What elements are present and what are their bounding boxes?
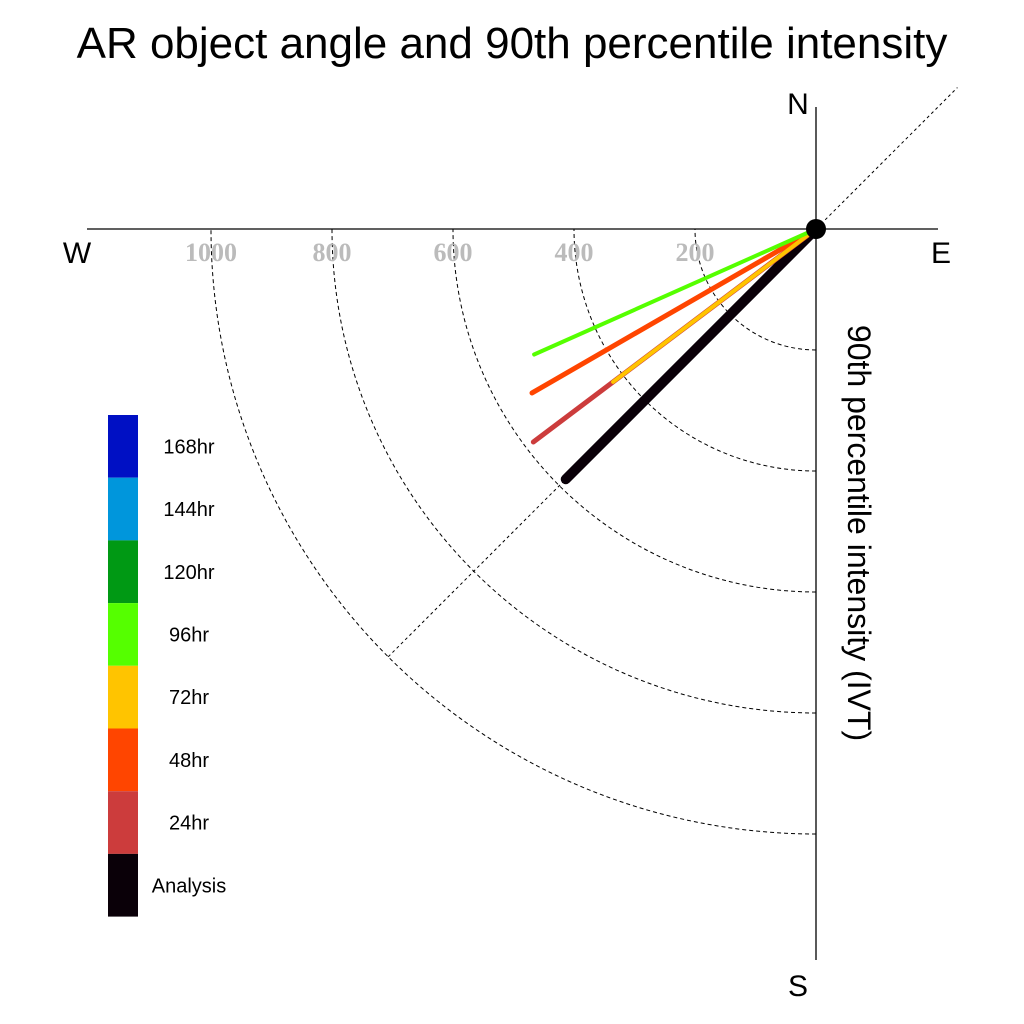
tick-label-400: 400	[555, 238, 594, 267]
tick-label-800: 800	[313, 238, 352, 267]
compass-east: E	[931, 237, 951, 270]
legend-label-48hr: 48hr	[169, 750, 209, 772]
vector-analysis	[560, 224, 821, 485]
legend-swatch-72hr	[108, 665, 138, 729]
origin-marker	[806, 219, 826, 239]
compass-north: N	[787, 88, 809, 121]
compass-south: S	[788, 970, 808, 1003]
legend-label-168hr: 168hr	[163, 436, 214, 458]
legend-swatch-24hr	[108, 791, 138, 854]
radial-tick-labels: 200 400 600 800 1000	[185, 238, 715, 267]
vector-96hr	[532, 227, 818, 357]
grid-ring-1000	[210, 228, 817, 835]
tick-label-600: 600	[434, 238, 473, 267]
vector-72hr	[611, 227, 818, 384]
compass-west: W	[63, 237, 92, 270]
grid-ring-600	[452, 228, 817, 593]
legend-swatch-analysis	[108, 853, 138, 917]
tick-label-1000: 1000	[185, 238, 237, 267]
vector-series	[529, 224, 821, 485]
legend-label-72hr: 72hr	[169, 687, 209, 709]
legend-label-120hr: 120hr	[163, 562, 214, 584]
legend-swatch-96hr	[108, 603, 138, 666]
radial-axis-label: 90th percentile intensity (IVT)	[841, 325, 877, 741]
legend-swatch-120hr	[108, 540, 138, 604]
legend-label-144hr: 144hr	[163, 499, 214, 521]
legend-label-analysis: Analysis	[152, 875, 226, 897]
legend-label-96hr: 96hr	[169, 624, 209, 646]
legend-label-24hr: 24hr	[169, 813, 209, 835]
legend-swatch-168hr	[108, 415, 138, 478]
tick-label-200: 200	[676, 238, 715, 267]
color-legend: 168hr 144hr 120hr 96hr 72hr 48hr 24hr Analysis	[108, 415, 226, 917]
vector-48hr	[529, 226, 819, 396]
chart-title: AR object angle and 90th percentile inte…	[77, 19, 948, 68]
legend-swatch-48hr	[108, 728, 138, 792]
legend-swatch-144hr	[108, 477, 138, 541]
